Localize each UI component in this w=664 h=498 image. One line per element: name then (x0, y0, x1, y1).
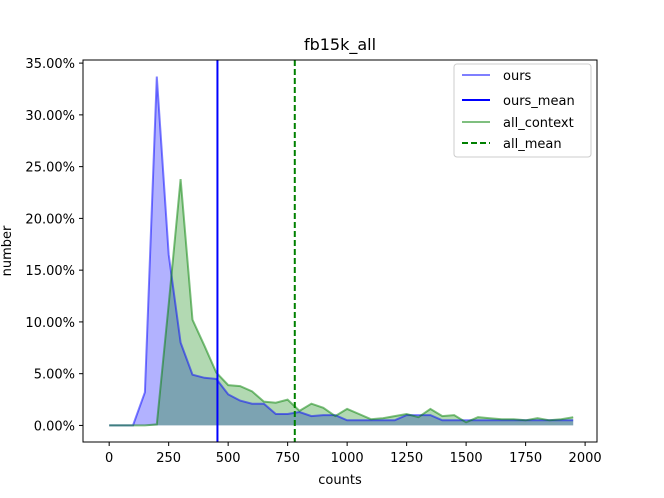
x-tick-label: 2000 (569, 451, 602, 466)
data-point-all-context (525, 420, 527, 422)
data-point-ours (144, 392, 146, 394)
data-point-all-context (287, 399, 289, 401)
data-point-ours (251, 403, 253, 405)
x-tick-label: 750 (275, 451, 300, 466)
data-point-ours (311, 415, 313, 417)
y-tick-label: 10.00% (25, 316, 75, 331)
data-point-all-context (465, 422, 467, 424)
legend-label-all-context: all_context (503, 116, 574, 131)
data-point-all-context (299, 410, 301, 412)
chart-title: fb15k_all (304, 35, 376, 55)
data-point-all-context (358, 413, 360, 415)
data-point-all-context (311, 403, 313, 405)
data-point-all-context (323, 407, 325, 409)
y-tick-label: 25.00% (25, 161, 75, 176)
data-point-all-context (537, 417, 539, 419)
x-tick-label: 1000 (331, 451, 364, 466)
data-point-ours (204, 377, 206, 379)
data-point-all-context (334, 415, 336, 417)
data-point-ours (227, 394, 229, 396)
data-point-ours (394, 420, 396, 422)
data-point-ours (572, 420, 574, 422)
data-point-ours (477, 420, 479, 422)
data-point-ours (239, 400, 241, 402)
data-point-ours (430, 414, 432, 416)
data-point-ours (323, 414, 325, 416)
y-tick-label: 0.00% (34, 419, 75, 434)
data-point-all-context (477, 416, 479, 418)
data-point-ours (180, 342, 182, 344)
data-point-all-context (549, 420, 551, 422)
data-point-ours (453, 420, 455, 422)
data-point-ours (156, 76, 158, 78)
legend-frame (453, 63, 592, 158)
data-point-all-context (370, 418, 372, 420)
data-point-ours (442, 420, 444, 422)
data-point-all-context (108, 425, 110, 427)
data-point-all-context (239, 385, 241, 387)
data-point-all-context (382, 417, 384, 419)
data-point-ours (287, 413, 289, 415)
data-point-all-context (489, 417, 491, 419)
data-point-all-context (120, 425, 122, 427)
x-axis-label: counts (318, 473, 362, 488)
axes-frame (82, 59, 598, 443)
data-point-ours (263, 403, 265, 405)
data-point-all-context (156, 424, 158, 426)
data-point-all-context (561, 418, 563, 420)
data-point-all-context (204, 345, 206, 347)
data-point-all-context (263, 401, 265, 403)
legend-label-ours-mean: ours_mean (503, 94, 575, 109)
x-tick-label: 1750 (509, 451, 542, 466)
data-point-ours (168, 254, 170, 256)
legend-label-all-mean: all_mean (503, 137, 562, 152)
y-axis-label: number (0, 225, 15, 276)
x-tick-label: 1250 (390, 451, 423, 466)
data-point-ours (275, 413, 277, 415)
data-point-all-context (442, 415, 444, 417)
data-point-ours (382, 420, 384, 422)
data-point-ours (346, 420, 348, 422)
data-point-all-context (572, 416, 574, 418)
x-tick-label: 0 (105, 451, 113, 466)
data-point-all-context (346, 408, 348, 410)
x-tick-label: 500 (216, 451, 241, 466)
data-point-all-context (394, 415, 396, 417)
y-tick-label: 15.00% (25, 264, 75, 279)
data-point-all-context (168, 304, 170, 306)
y-tick-label: 30.00% (25, 109, 75, 124)
data-point-all-context (430, 408, 432, 410)
y-tick-label: 5.00% (34, 368, 75, 383)
data-point-ours (358, 420, 360, 422)
series-line-all-context (109, 179, 574, 427)
data-point-all-context (192, 319, 194, 321)
data-point-ours (192, 374, 194, 376)
y-tick-label: 35.00% (25, 57, 75, 72)
data-point-all-context (501, 418, 503, 420)
legend: ours ours_mean all_context all_mean (453, 63, 592, 158)
data-point-all-context (144, 425, 146, 427)
data-point-all-context (251, 391, 253, 393)
data-point-all-context (132, 425, 134, 427)
data-point-all-context (513, 418, 515, 420)
data-point-all-context (180, 178, 182, 180)
legend-label-ours: ours (503, 69, 532, 84)
data-point-all-context (453, 414, 455, 416)
data-point-all-context (418, 416, 420, 418)
data-point-all-context (227, 384, 229, 386)
x-tick-label: 1500 (450, 451, 483, 466)
data-point-all-context (275, 402, 277, 404)
plot-area (108, 60, 574, 442)
axis-ticks: 0 250 500 750 1000 1250 1500 1750 2000 0.00% 5.00%… (25, 57, 601, 466)
x-tick-label: 250 (156, 451, 181, 466)
y-tick-label: 20.00% (25, 212, 75, 227)
data-point-ours (489, 420, 491, 422)
series-line-ours (109, 76, 574, 427)
data-point-all-context (406, 413, 408, 415)
data-point-ours (537, 420, 539, 422)
